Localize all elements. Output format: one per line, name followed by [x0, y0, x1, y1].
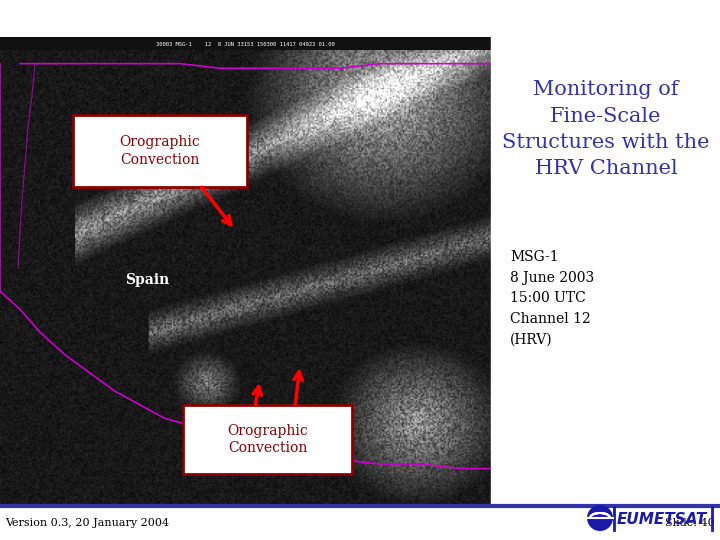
Text: EUMETSAT: EUMETSAT [617, 512, 707, 528]
Text: Orographic
Convection: Orographic Convection [120, 136, 200, 167]
FancyBboxPatch shape [73, 115, 247, 187]
Text: Slide: 40: Slide: 40 [665, 518, 715, 528]
Text: 30003 MSG-1    12  8 JUN 33153 150300 11417 04923 01.00: 30003 MSG-1 12 8 JUN 33153 150300 11417 … [156, 42, 334, 46]
Circle shape [587, 505, 613, 531]
Bar [0, 37, 491, 50]
Text: Orographic
Convection: Orographic Convection [227, 424, 308, 455]
Text: Monitoring of
Fine-Scale
Structures with the
HRV Channel: Monitoring of Fine-Scale Structures with… [503, 80, 710, 179]
Text: Version 0.3, 20 January 2004: Version 0.3, 20 January 2004 [5, 518, 169, 528]
Text: Spain: Spain [125, 273, 169, 287]
Text: MSG-1
8 June 2003
15:00 UTC
Channel 12
(HRV): MSG-1 8 June 2003 15:00 UTC Channel 12 (… [510, 250, 594, 346]
FancyBboxPatch shape [183, 405, 352, 474]
